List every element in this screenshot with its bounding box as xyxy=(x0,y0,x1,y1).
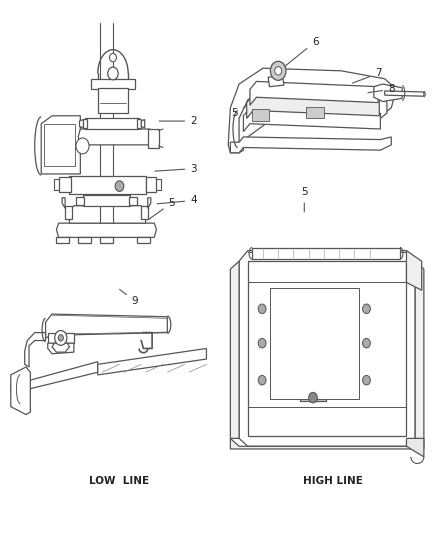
Text: 2: 2 xyxy=(159,116,196,126)
Polygon shape xyxy=(243,108,379,132)
Polygon shape xyxy=(98,88,128,113)
Polygon shape xyxy=(148,129,158,148)
Polygon shape xyxy=(246,95,378,118)
Circle shape xyxy=(274,67,281,75)
Bar xyxy=(306,107,323,118)
Polygon shape xyxy=(141,119,145,128)
Polygon shape xyxy=(11,362,98,393)
Polygon shape xyxy=(59,176,71,192)
Bar xyxy=(251,109,268,121)
Polygon shape xyxy=(25,333,46,367)
Circle shape xyxy=(362,304,370,313)
Text: 5: 5 xyxy=(231,107,245,118)
Text: LOW  LINE: LOW LINE xyxy=(89,475,149,486)
Polygon shape xyxy=(79,119,83,128)
Polygon shape xyxy=(91,79,134,90)
Bar xyxy=(269,288,358,399)
Circle shape xyxy=(76,138,89,154)
Polygon shape xyxy=(239,84,386,145)
Polygon shape xyxy=(48,343,74,354)
Polygon shape xyxy=(129,197,137,205)
Polygon shape xyxy=(249,82,378,105)
Text: 8: 8 xyxy=(367,84,394,94)
Polygon shape xyxy=(384,91,423,96)
Polygon shape xyxy=(137,237,150,243)
Polygon shape xyxy=(69,175,145,193)
Circle shape xyxy=(258,375,265,385)
Circle shape xyxy=(308,392,317,403)
Circle shape xyxy=(58,335,63,341)
Polygon shape xyxy=(137,119,141,128)
Circle shape xyxy=(258,338,265,348)
Polygon shape xyxy=(65,206,71,219)
Text: HIGH LINE: HIGH LINE xyxy=(302,475,362,486)
Polygon shape xyxy=(100,237,113,243)
Polygon shape xyxy=(48,333,74,343)
Bar xyxy=(44,124,74,166)
Circle shape xyxy=(109,53,116,62)
Polygon shape xyxy=(82,195,130,206)
Text: 9: 9 xyxy=(119,289,138,306)
Polygon shape xyxy=(373,84,401,101)
Polygon shape xyxy=(82,119,87,128)
Text: 5: 5 xyxy=(300,188,307,212)
Polygon shape xyxy=(251,248,399,259)
Polygon shape xyxy=(247,261,406,435)
Polygon shape xyxy=(299,394,325,401)
Polygon shape xyxy=(141,206,148,219)
Text: 4: 4 xyxy=(157,196,196,205)
Polygon shape xyxy=(78,129,152,145)
Polygon shape xyxy=(57,237,69,243)
Polygon shape xyxy=(98,349,206,375)
Polygon shape xyxy=(228,68,392,153)
Polygon shape xyxy=(85,118,139,129)
Text: 5: 5 xyxy=(148,198,175,220)
Polygon shape xyxy=(11,367,30,415)
Polygon shape xyxy=(239,251,414,446)
Polygon shape xyxy=(41,116,80,174)
Text: 3: 3 xyxy=(155,164,196,174)
Polygon shape xyxy=(57,223,156,237)
Polygon shape xyxy=(268,76,283,87)
Polygon shape xyxy=(145,176,156,192)
Circle shape xyxy=(55,330,67,345)
Polygon shape xyxy=(406,251,421,290)
Circle shape xyxy=(107,67,118,80)
Polygon shape xyxy=(69,206,145,223)
Polygon shape xyxy=(230,137,390,153)
Polygon shape xyxy=(230,261,239,438)
Circle shape xyxy=(115,181,124,191)
Polygon shape xyxy=(62,198,65,208)
Polygon shape xyxy=(46,314,167,338)
Polygon shape xyxy=(414,261,423,446)
Polygon shape xyxy=(406,438,423,457)
Text: 6: 6 xyxy=(284,37,318,67)
Circle shape xyxy=(270,61,286,80)
Polygon shape xyxy=(148,198,150,208)
Polygon shape xyxy=(76,197,84,205)
Text: 7: 7 xyxy=(352,68,381,83)
Circle shape xyxy=(362,375,370,385)
Polygon shape xyxy=(78,237,91,243)
Circle shape xyxy=(362,338,370,348)
Polygon shape xyxy=(230,438,423,449)
Polygon shape xyxy=(52,343,69,352)
Circle shape xyxy=(258,304,265,313)
